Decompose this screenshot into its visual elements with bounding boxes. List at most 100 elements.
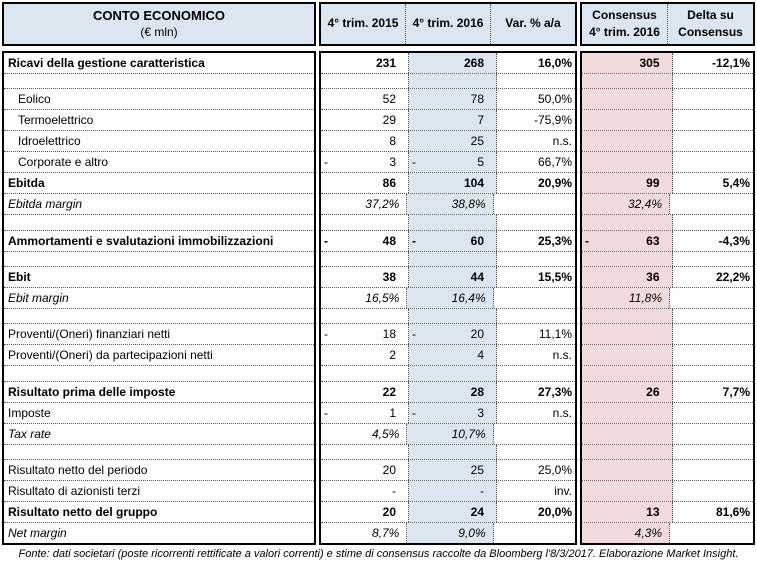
cell-q4-2016: [409, 366, 497, 381]
cell-delta-consensus: [673, 252, 754, 266]
cell-consensus: [582, 423, 673, 444]
table-row: Ammortamenti e svalutazioni immobilizzaz…: [4, 231, 314, 252]
col-header-var-pct: Var. % a/a: [505, 16, 561, 31]
row-label: Eolico: [18, 92, 51, 107]
cell-q4-2015: 86: [321, 173, 409, 194]
cell-q4-2016-value: 5: [477, 155, 484, 170]
cell-consensus-value: 99: [646, 176, 660, 191]
table-row: [582, 131, 753, 153]
cell-consensus: 26: [582, 381, 673, 402]
cell-q4-2016-value: 44: [470, 270, 484, 285]
cell-q4-2016: 28: [409, 381, 497, 402]
cell-q4-2015-value: 38: [382, 270, 396, 285]
cell-delta-consensus: [673, 481, 754, 501]
cell-delta-consensus: 22,2%: [673, 267, 754, 287]
actuals-columns: 231 268 16,0% 52 78 50,0% 29 7 -75,9% 8 25 n.s. -3-5…: [319, 51, 577, 545]
cell-q4-2016-value: -: [480, 484, 484, 499]
cell-var-pct: 25,3%: [497, 231, 575, 251]
row-label: Net margin: [8, 526, 67, 541]
cell-q4-2015: 4,5%: [321, 423, 408, 444]
table-row: [582, 73, 754, 90]
period-columns-header: 4° trim. 2015 4° trim. 2016 Var. % a/a: [319, 2, 577, 46]
table-title-box: CONTO ECONOMICO (€ mln): [2, 2, 316, 46]
cell-var-pct: 27,3%: [497, 382, 575, 402]
minus-sign: -: [324, 233, 328, 248]
cell-consensus: [582, 89, 673, 110]
cell-q4-2015-value: 20: [382, 505, 396, 520]
table-row: 11,8%: [582, 288, 753, 310]
cell-delta-consensus: [673, 324, 754, 344]
cell-var-pct-value: 25,3%: [537, 233, 572, 248]
col-header-q4-2016: 4° trim. 2016: [406, 4, 491, 44]
table-row: 26 7,7%: [582, 381, 753, 403]
table-row: 231 268 16,0%: [321, 53, 575, 74]
row-label: Imposte: [8, 405, 51, 420]
table-row: Net margin: [4, 523, 314, 543]
cell-var-pct-value: 27,3%: [537, 384, 572, 399]
cell-consensus-value: 4,3%: [634, 526, 662, 541]
cell-q4-2016-value: 104: [463, 176, 484, 191]
cell-delta-consensus: [673, 74, 754, 88]
col-header-delta: Delta su Consensus: [668, 4, 753, 44]
row-labels-column: Ricavi della gestione caratteristica Eoli…: [2, 51, 316, 545]
table-row: [582, 215, 754, 231]
cell-delta-consensus: [673, 424, 754, 444]
cell-consensus: [582, 444, 673, 460]
cell-q4-2015: -1: [321, 402, 409, 423]
minus-sign: -: [324, 405, 328, 420]
cell-delta-consensus: [673, 215, 754, 229]
table-row: Proventi/(Oneri) finanziari netti: [4, 324, 314, 346]
table-row: - - inv.: [321, 481, 575, 503]
cell-q4-2016: -5: [409, 152, 497, 173]
table-row: - 63 -4,3%: [582, 230, 753, 252]
minus-sign: -: [412, 233, 416, 248]
table-row: Risultato netto del periodo: [4, 460, 314, 482]
table-row: Risultato netto del gruppo: [4, 502, 314, 524]
cell-q4-2015-value: 2: [389, 348, 396, 363]
cell-consensus: 13: [582, 502, 673, 523]
row-label: Corporate e altro: [18, 155, 109, 170]
cell-var-pct: [494, 194, 575, 214]
row-label: Tax rate: [8, 426, 51, 441]
cell-q4-2016: [409, 309, 497, 324]
col-header-delta-line1: Delta su: [687, 7, 734, 22]
table-row: 20 25 25,0%: [321, 460, 575, 482]
cell-consensus-value: 26: [646, 384, 660, 399]
cell-q4-2015-value: 37,2%: [365, 197, 400, 212]
row-label: Ricavi della gestione caratteristica: [8, 55, 205, 70]
cell-var-pct-value: 66,7%: [537, 155, 572, 170]
table-row: [582, 460, 753, 482]
cell-q4-2016: 16,4%: [407, 288, 494, 309]
col-header-q4-2015: 4° trim. 2015: [321, 4, 406, 44]
table-row: 86 104 20,9%: [321, 173, 575, 195]
cell-q4-2015-value: 4,5%: [371, 426, 400, 441]
cell-q4-2015: 38: [321, 267, 409, 288]
cell-var-pct-value: 11,1%: [538, 327, 572, 342]
minus-sign: -: [585, 233, 589, 248]
table-row: 8 25 n.s.: [321, 131, 575, 153]
minus-sign: -: [324, 155, 328, 170]
cell-q4-2016: 78: [409, 89, 497, 110]
cell-q4-2015: 8: [321, 131, 409, 152]
cell-q4-2015: - 48: [321, 230, 409, 251]
col-header-consensus-line1: Consensus: [592, 7, 657, 22]
cell-q4-2016: 7: [409, 110, 497, 131]
table-row: Proventi/(Oneri) da partecipazioni netti: [4, 345, 314, 367]
cell-var-pct: [497, 366, 575, 380]
cell-q4-2016: -: [409, 481, 497, 502]
cell-q4-2016: [409, 73, 497, 89]
cell-q4-2016-value: 25: [470, 134, 484, 149]
col-header-delta-line2: Consensus: [678, 25, 743, 39]
cell-consensus-value: 13: [646, 505, 660, 520]
cell-q4-2016: 9,0%: [407, 523, 494, 543]
cell-delta-consensus: -12,1%: [673, 53, 754, 73]
table-row: 16,5% 16,4%: [321, 288, 575, 310]
cell-var-pct: [497, 309, 575, 323]
cell-q4-2015-value: 3: [389, 155, 396, 170]
cell-var-pct: [494, 288, 575, 308]
row-label: Ebit margin: [8, 291, 69, 306]
cell-consensus: [582, 215, 673, 230]
table-row: Termoelettrico: [4, 110, 314, 132]
cell-consensus-value: 305: [639, 55, 660, 70]
cell-delta-consensus: 5,4%: [673, 173, 754, 193]
